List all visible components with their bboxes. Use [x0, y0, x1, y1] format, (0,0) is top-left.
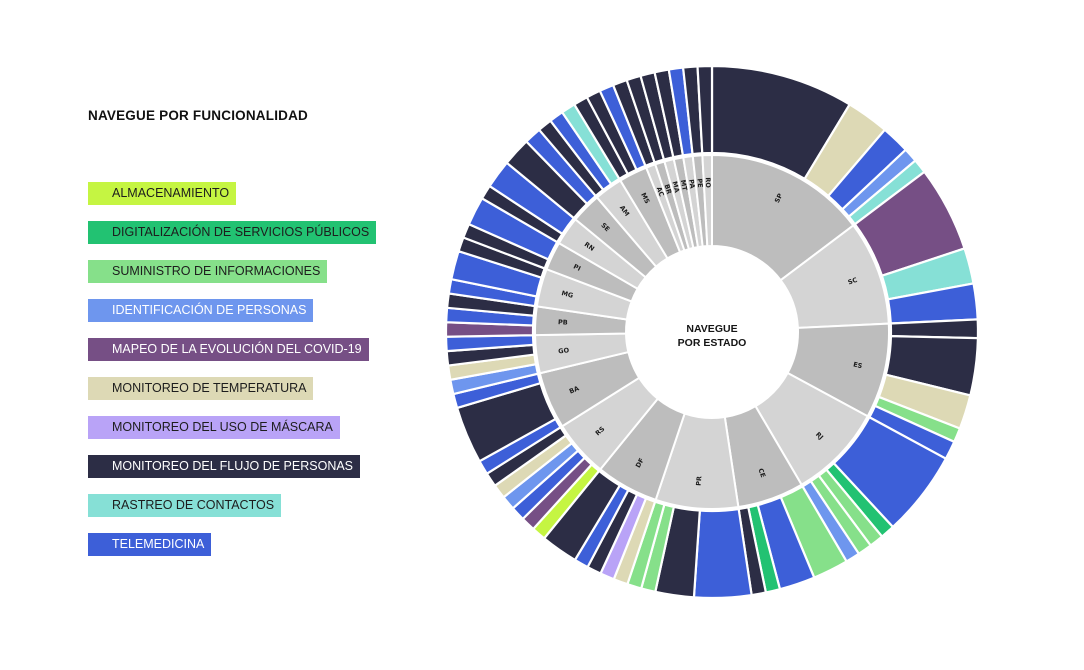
- state-label-pa: PA: [687, 179, 696, 189]
- legend-item-sum: SUMINISTRO DE INFORMACIONES: [88, 260, 376, 283]
- legend-chip-alm[interactable]: ALMACENAMIENTO: [88, 182, 237, 205]
- legend-chip-mas[interactable]: MONITOREO DEL USO DE MÁSCARA: [88, 416, 340, 439]
- legend-item-tel: TELEMEDICINA: [88, 533, 376, 556]
- legend-chip-ide[interactable]: IDENTIFICACIÓN DE PERSONAS: [88, 299, 314, 322]
- legend-list: ALMACENAMIENTO DIGITALIZACIÓN DE SERVICIO…: [88, 182, 377, 572]
- legend-chip-sum[interactable]: SUMINISTRO DE INFORMACIONES: [88, 260, 328, 283]
- state-label-mt: MT: [679, 179, 689, 192]
- legend-chip-flu[interactable]: MONITOREO DEL FLUJO DE PERSONAS: [88, 455, 361, 478]
- state-label-go: GO: [558, 346, 570, 355]
- state-label-sp: SP: [773, 192, 784, 204]
- state-label-pr: PR: [695, 476, 704, 486]
- legend-item-ide: IDENTIFICACIÓN DE PERSONAS: [88, 299, 376, 322]
- legend-chip-tel[interactable]: TELEMEDICINA: [88, 533, 212, 556]
- state-label-es: ES: [852, 360, 863, 370]
- segment-es-flu-0[interactable]: [889, 318, 980, 340]
- legend-item-tem: MONITOREO DE TEMPERATURA: [88, 377, 376, 400]
- outer-ring: [444, 64, 980, 600]
- legend-chip-tem[interactable]: MONITOREO DE TEMPERATURA: [88, 377, 314, 400]
- state-label-ac: AC: [655, 186, 666, 198]
- state-label-br: BR: [663, 183, 674, 195]
- legend-title: NAVEGUE POR FUNCIONALIDAD: [88, 108, 309, 123]
- center-label-line1: NAVEGUE: [686, 323, 737, 335]
- legend-item-ras: RASTREO DE CONTACTOS: [88, 494, 376, 517]
- state-label-sc: SC: [847, 276, 859, 287]
- segment-ro-flu-0[interactable]: [696, 64, 714, 155]
- legend-item-mas: MONITOREO DEL USO DE MÁSCARA: [88, 416, 376, 439]
- state-label-pi: PI: [572, 263, 582, 273]
- state-label-df: DF: [634, 457, 646, 469]
- state-label-rj: RJ: [814, 430, 825, 441]
- legend-item-map: MAPEO DE LA EVOLUCIÓN DEL COVID-19: [88, 338, 376, 361]
- state-label-pe: PE: [695, 178, 704, 188]
- legend-item-flu: MONITOREO DEL FLUJO DE PERSONAS: [88, 455, 376, 478]
- center-label-line2: POR ESTADO: [678, 337, 747, 349]
- state-label-ce: CE: [757, 467, 768, 478]
- legend-chip-dig[interactable]: DIGITALIZACIÓN DE SERVICIOS PÚBLICOS: [88, 221, 377, 244]
- legend-chip-ras[interactable]: RASTREO DE CONTACTOS: [88, 494, 282, 517]
- legend-item-dig: DIGITALIZACIÓN DE SERVICIOS PÚBLICOS: [88, 221, 377, 244]
- legend-item-alm: ALMACENAMIENTO: [88, 182, 376, 205]
- state-label-mg: MG: [561, 289, 574, 300]
- center-hole: [626, 246, 798, 418]
- state-label-ba: BA: [568, 384, 580, 395]
- legend-chip-map[interactable]: MAPEO DE LA EVOLUCIÓN DEL COVID-19: [88, 338, 369, 361]
- state-label-ro: RO: [704, 177, 712, 188]
- state-label-ma: MA: [670, 180, 681, 193]
- state-label-pb: PB: [558, 318, 568, 327]
